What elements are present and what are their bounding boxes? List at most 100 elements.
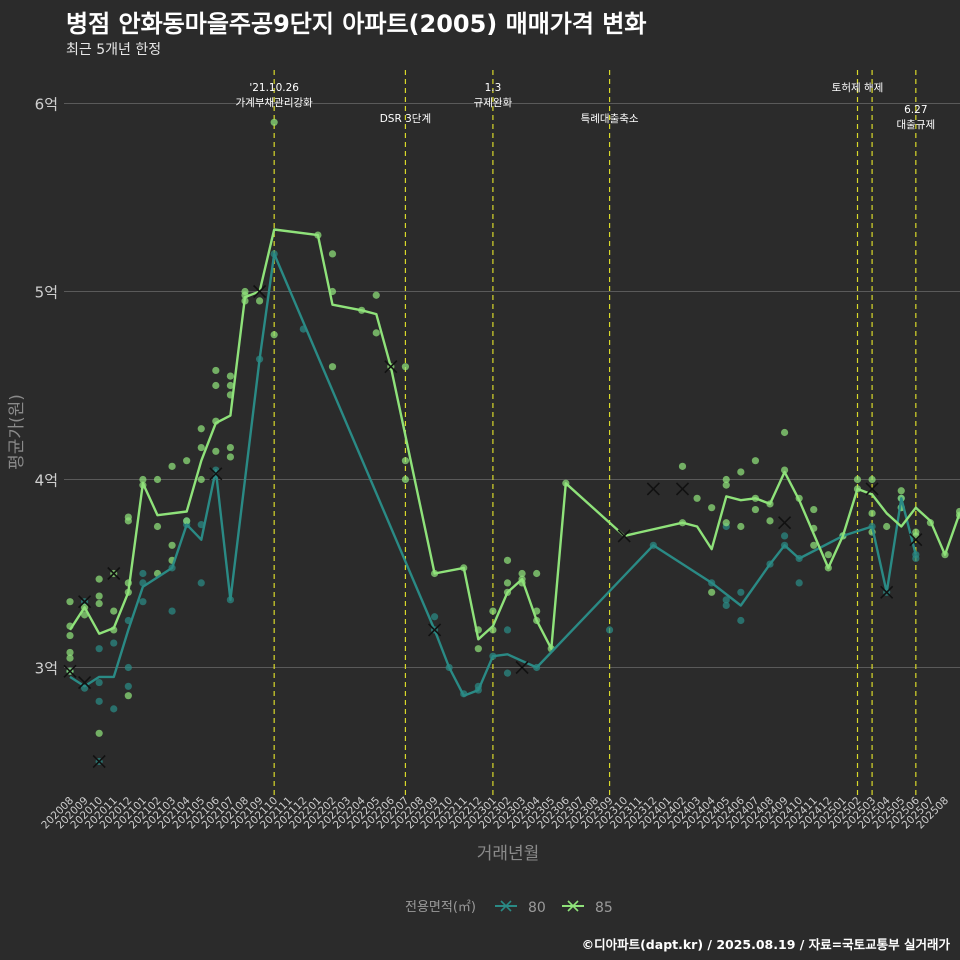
cross-marker-85: [646, 482, 660, 496]
data-point-85: [722, 481, 730, 489]
data-point-80: [503, 669, 512, 677]
data-point-80: [722, 601, 730, 610]
data-point-80: [737, 588, 745, 596]
series-line-85: [68, 228, 960, 650]
data-point-85: [766, 517, 774, 525]
legend-label-85: 85: [595, 900, 613, 916]
event-label: 가계부채관리강화: [236, 97, 314, 109]
data-point-85: [212, 447, 220, 455]
data-point-85: [722, 519, 730, 527]
data-point-85: [897, 487, 905, 495]
data-point-85: [868, 509, 876, 517]
data-point-85: [751, 457, 760, 465]
data-point-80: [139, 569, 147, 578]
cross-marker-85: [865, 482, 879, 496]
cross-marker-80: [92, 754, 106, 769]
data-point-85: [401, 363, 410, 371]
data-point-85: [372, 291, 380, 299]
chart-title: 병점 안화동마을주공9단지 아파트(2005) 매매가격 변화: [66, 10, 647, 38]
data-point-85: [737, 468, 745, 476]
data-point-80: [430, 613, 439, 621]
cross-marker-85: [78, 595, 92, 609]
cross-marker-80: [78, 675, 92, 690]
data-point-85: [226, 372, 235, 380]
data-point-80: [124, 682, 132, 690]
data-point-85: [503, 579, 512, 587]
data-point-80: [95, 697, 103, 705]
chart-subtitle: 최근 5개년 한정: [66, 42, 162, 58]
data-point-85: [153, 522, 162, 531]
data-point-85: [751, 505, 760, 514]
cross-marker-80: [209, 467, 223, 481]
data-point-85: [708, 588, 716, 596]
data-point-85: [183, 457, 191, 465]
cross-marker-80: [428, 623, 442, 637]
data-point-80: [780, 532, 789, 540]
data-point-80: [124, 663, 132, 672]
data-point-80: [139, 598, 147, 606]
legend-marker-85: [567, 900, 579, 912]
legend-title: 전용면적(㎡): [405, 900, 476, 915]
data-point-85: [226, 443, 235, 452]
event-label: 특례대출축소: [581, 113, 639, 125]
data-point-85: [66, 598, 74, 606]
data-point-85: [810, 541, 818, 549]
data-point-85: [780, 466, 789, 474]
event-label: 규제완화: [474, 96, 513, 109]
data-point-85: [95, 575, 103, 583]
data-point-85: [372, 329, 380, 337]
data-point-85: [868, 475, 876, 484]
data-point-85: [853, 475, 862, 484]
data-point-85: [66, 648, 74, 657]
data-point-85: [212, 366, 220, 375]
y-tick-label: 4억: [35, 472, 58, 490]
data-point-85: [95, 599, 103, 608]
data-point-85: [95, 729, 103, 737]
data-point-85: [693, 494, 701, 502]
data-point-80: [168, 607, 176, 615]
data-point-85: [401, 457, 410, 465]
event-label: 토허제 해제: [832, 81, 884, 94]
cross-marker-85: [675, 482, 690, 496]
data-point-85: [401, 475, 410, 484]
event-label: 대출규제: [897, 119, 936, 131]
event-label: DSR 3단계: [380, 113, 431, 125]
data-point-85: [226, 453, 235, 461]
data-point-80: [110, 639, 118, 647]
cross-marker-85: [617, 529, 631, 543]
data-point-80: [795, 579, 803, 587]
data-point-80: [503, 626, 512, 634]
data-point-85: [270, 331, 278, 339]
data-point-85: [722, 475, 730, 484]
data-point-80: [737, 616, 745, 625]
data-point-85: [212, 381, 220, 390]
data-point-85: [255, 297, 264, 305]
data-point-80: [110, 705, 118, 713]
data-point-85: [780, 428, 789, 437]
data-point-85: [197, 443, 205, 452]
y-tick-label: 6억: [35, 96, 58, 114]
data-point-85: [241, 287, 249, 296]
data-point-80: [197, 579, 205, 587]
data-point-85: [883, 522, 891, 531]
data-point-85: [197, 475, 205, 484]
data-point-85: [183, 517, 191, 525]
data-point-85: [124, 517, 132, 525]
event-label: 1.3: [485, 82, 502, 94]
cross-marker-85: [253, 284, 267, 299]
cross-marker-85: [515, 660, 529, 675]
x-axis-title: 거래년월: [477, 844, 540, 864]
data-point-85: [168, 462, 176, 470]
data-point-85: [474, 645, 482, 653]
data-point-85: [708, 504, 716, 512]
data-point-85: [139, 475, 147, 484]
data-point-85: [328, 363, 337, 371]
data-point-80: [912, 551, 920, 559]
data-point-85: [95, 592, 103, 600]
data-point-85: [810, 505, 818, 514]
data-point-85: [110, 607, 118, 615]
data-point-85: [168, 541, 176, 549]
event-label: '21.10.26: [249, 82, 299, 94]
